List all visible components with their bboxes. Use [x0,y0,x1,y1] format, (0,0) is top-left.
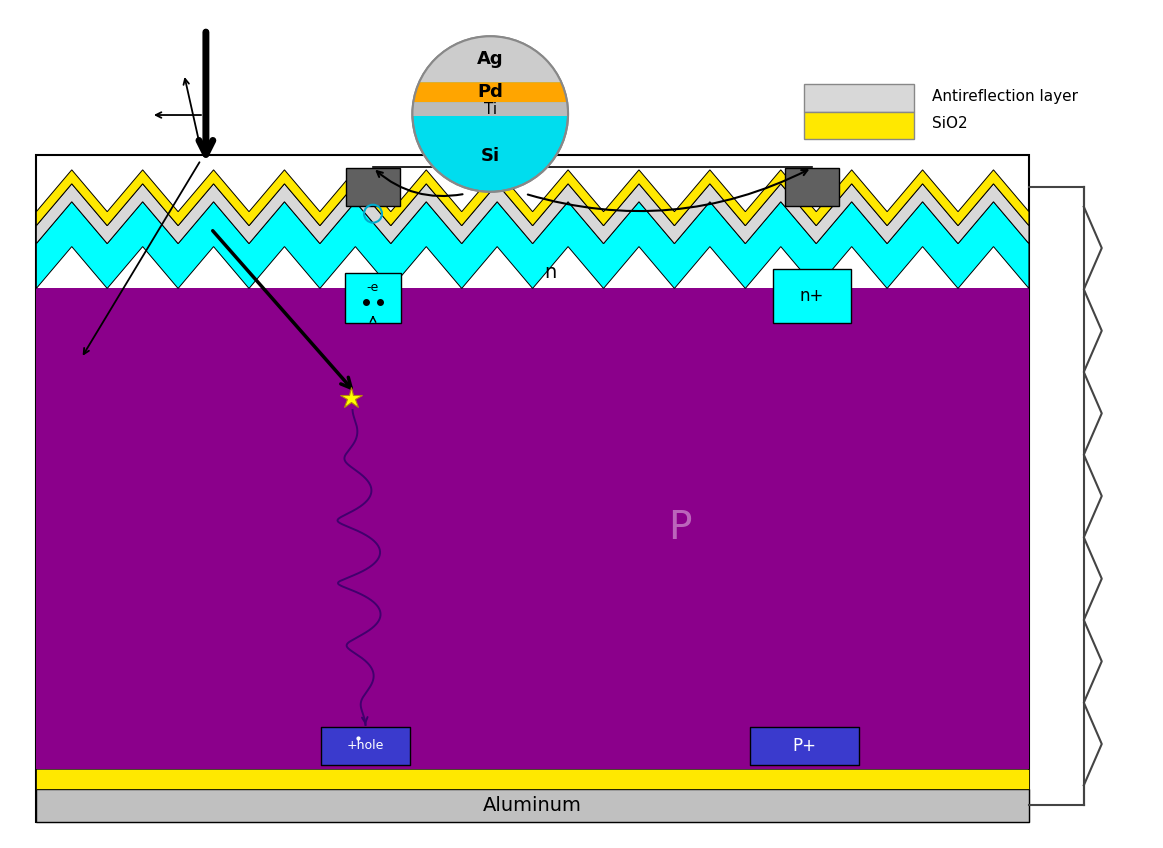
Text: Ag: Ag [477,50,504,68]
Bar [805,84,914,112]
Bar [344,274,401,323]
Text: -e: -e [366,281,379,294]
Bar [36,789,1029,822]
Bar [750,727,859,765]
Bar [36,155,1029,822]
Bar [805,112,914,139]
Polygon shape [413,82,568,102]
Circle shape [413,36,568,192]
Polygon shape [419,36,562,82]
Bar [321,727,411,765]
Bar [36,288,1029,769]
Text: +hole: +hole [347,739,384,752]
Polygon shape [36,184,1029,243]
Text: Aluminum: Aluminum [483,795,582,815]
Text: SiO2: SiO2 [933,116,968,131]
Bar [36,769,1029,789]
Text: n: n [544,263,556,282]
Text: Si: Si [480,147,500,165]
Text: P+: P+ [792,737,816,755]
Bar [772,269,851,323]
Text: Pd: Pd [477,83,504,101]
Bar [345,168,400,206]
Polygon shape [413,102,568,116]
Bar [785,168,840,206]
Text: n+: n+ [800,287,825,305]
Polygon shape [36,170,1029,226]
Polygon shape [36,202,1029,288]
Text: Ti: Ti [484,102,497,116]
Text: Antireflection layer: Antireflection layer [933,89,1078,103]
Text: P: P [668,509,692,547]
